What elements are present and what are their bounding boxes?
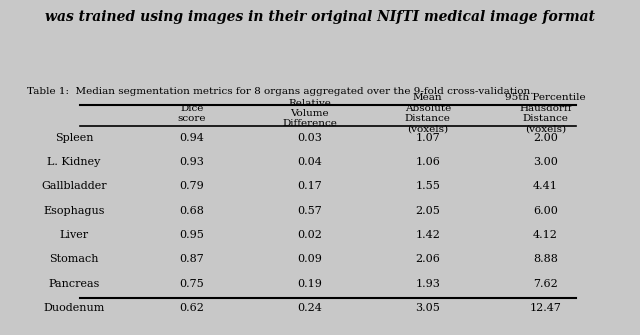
Text: was trained using images in their original NIfTI medical image format: was trained using images in their origin… (45, 10, 595, 24)
Text: Table 1:  Median segmentation metrics for 8 organs aggregated over the 9-fold cr: Table 1: Median segmentation metrics for… (27, 87, 533, 96)
